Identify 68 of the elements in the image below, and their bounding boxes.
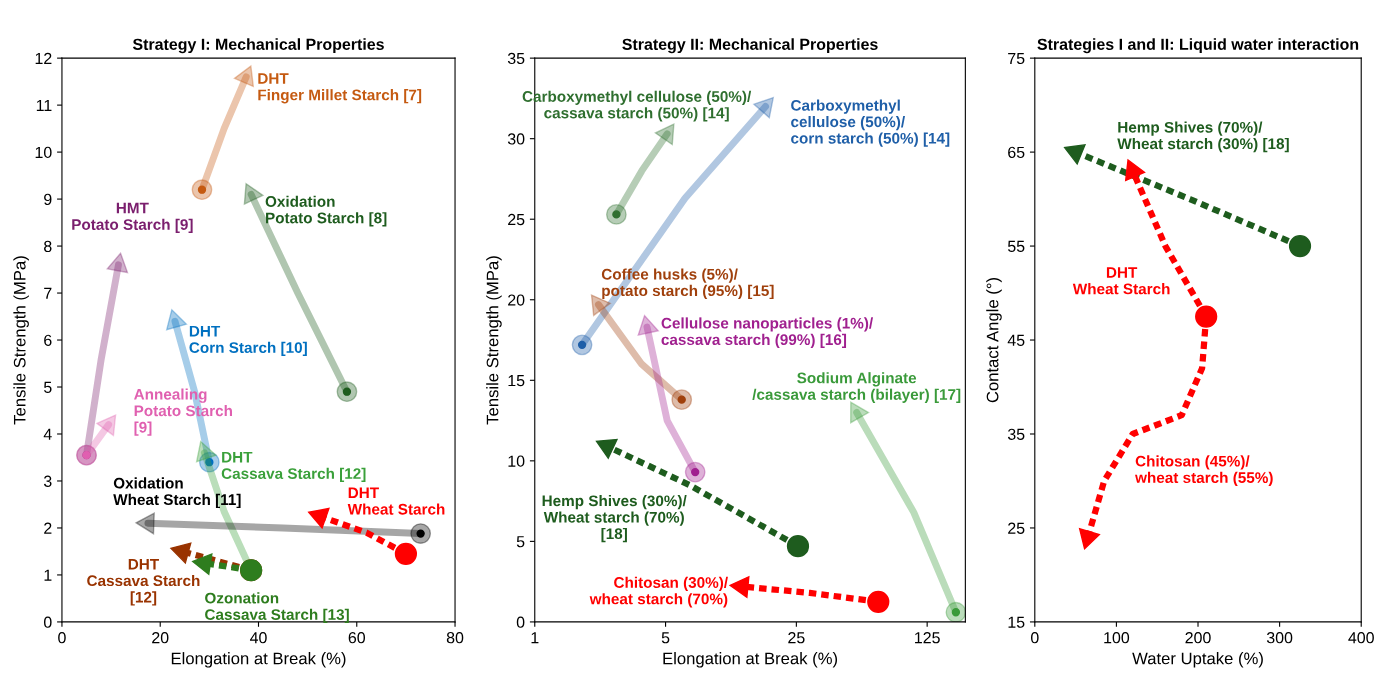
- x-tick-label: 25: [788, 632, 805, 644]
- x-tick-label: 20: [152, 632, 169, 644]
- x-tick-label: 5: [661, 632, 670, 644]
- y-tick-label: 30: [507, 133, 525, 145]
- y-tick-label: 5: [43, 381, 52, 393]
- series-label: DHT Corn Starch [10]: [189, 325, 307, 357]
- x-tick-label: 60: [348, 632, 366, 644]
- y-tick-label: 0: [516, 616, 525, 628]
- y-tick-label: 9: [44, 193, 52, 206]
- x-tick-label: 40: [249, 632, 267, 644]
- y-tick-label: 15: [1008, 616, 1025, 628]
- series-label: Sodium Alginate /cassava starch (bilayer) [17]: [752, 372, 961, 403]
- series-label: DHT Wheat Starch: [347, 487, 445, 515]
- x-tick-label: 400: [1348, 632, 1374, 644]
- series-label: DHT Cassava Starch [12]: [221, 451, 366, 483]
- y-tick-label: 10: [508, 455, 525, 467]
- series-label: DHT Cassava Starch [12]: [87, 558, 200, 606]
- y-tick-label: 35: [507, 52, 525, 65]
- y-axis-title: Tensile Strength (MPa): [13, 256, 29, 425]
- chart-title: Strategy II: Mechanical Properties: [622, 38, 878, 54]
- y-tick-label: 12: [35, 52, 52, 64]
- y-tick-label: 6: [44, 334, 52, 346]
- series-label: Chitosan (30%)/ wheat starch (70%): [589, 576, 728, 608]
- y-tick-label: 25: [508, 213, 525, 226]
- y-axis-title: Tensile Strength (MPa): [486, 256, 502, 425]
- series-label: Coffee husks (5%)/ potato starch (95%) [15]: [601, 268, 774, 300]
- y-tick-label: 25: [1008, 522, 1025, 534]
- series-label: Ozonation Cassava Starch [13]: [205, 592, 349, 623]
- x-tick-label: 80: [446, 632, 464, 644]
- y-tick-label: 11: [36, 99, 52, 111]
- series-label: Chitosan (45%)/ wheat starch (55%): [1135, 455, 1273, 487]
- y-tick-label: 65: [1008, 146, 1025, 159]
- y-axis-title: Contact Angle (°): [986, 277, 1002, 403]
- x-tick-label: 300: [1266, 632, 1293, 644]
- x-tick-label: 1: [531, 632, 539, 644]
- x-tick-label: 0: [1030, 632, 1039, 644]
- y-tick-label: 3: [43, 475, 52, 487]
- series-label: Oxidation Potato Starch [8]: [265, 195, 387, 227]
- series-label: Cellulose nanoparticles (1%)/ cassava starch (99%) [16]: [661, 317, 874, 349]
- y-tick-label: 5: [516, 536, 525, 548]
- x-tick-label: 100: [1104, 632, 1130, 644]
- x-axis-title: Water Uptake (%): [1132, 652, 1263, 668]
- chart-title: Strategies I and II: Liquid water interaction: [1037, 38, 1359, 54]
- y-tick-label: 8: [44, 240, 52, 253]
- y-tick-label: 2: [44, 522, 52, 534]
- series-label: Hemp Shives (70%)/ Wheat starch (30%) [18]: [1117, 121, 1289, 153]
- y-tick-label: 45: [1007, 334, 1025, 346]
- y-tick-label: 10: [35, 146, 52, 159]
- series-label: DHT Finger Millet Starch [7]: [258, 73, 422, 104]
- x-tick-label: 125: [915, 632, 940, 644]
- y-tick-label: 0: [43, 616, 52, 628]
- x-axis-title: Elongation at Break (%): [663, 652, 838, 668]
- x-axis-title: Elongation at Break (%): [171, 652, 346, 668]
- series-label: Hemp Shives (30%)/ Wheat starch (70%) [18]: [542, 494, 687, 543]
- y-tick-label: 15: [508, 375, 525, 387]
- text: HMT Potato Starch [9]: [72, 202, 193, 233]
- x-tick-label: 0: [58, 632, 66, 644]
- x-tick-label: 200: [1185, 632, 1211, 644]
- y-tick-label: 1: [44, 569, 52, 581]
- y-tick-label: 55: [1007, 240, 1025, 253]
- series-label: Carboxymethyl cellulose (50%)/ corn starch (50%) [14]: [791, 99, 950, 147]
- y-tick-label: 35: [1007, 428, 1025, 440]
- y-tick-label: 4: [43, 428, 52, 440]
- y-tick-label: 20: [508, 294, 525, 306]
- y-tick-label: 75: [1008, 52, 1025, 65]
- y-tick-label: 7: [44, 287, 52, 299]
- series-label: DHT Wheat Starch: [1072, 267, 1170, 295]
- chart-title: Strategy I: Mechanical Properties: [132, 38, 384, 54]
